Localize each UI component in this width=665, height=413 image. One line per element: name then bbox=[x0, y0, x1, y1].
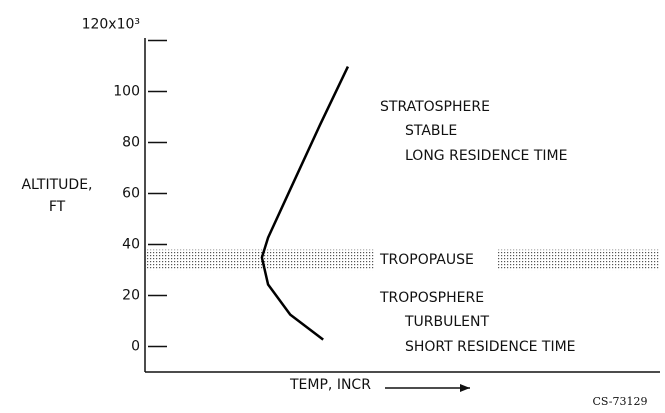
annotation: TROPOSPHERE bbox=[379, 290, 484, 306]
annotation: SHORT RESIDENCE TIME bbox=[405, 339, 576, 355]
y-tick-label: 80 bbox=[122, 135, 140, 151]
x-arrow-head bbox=[460, 384, 470, 392]
annotation: STRATOSPHERE bbox=[380, 99, 490, 115]
tropopause-band bbox=[497, 249, 660, 271]
y-axis-label: ALTITUDE, bbox=[21, 177, 92, 193]
x-axis-label: TEMP, INCR bbox=[289, 377, 371, 393]
y-tick-label: 120x10³ bbox=[82, 17, 140, 33]
temperature-curve bbox=[260, 66, 350, 341]
y-tick-label: 40 bbox=[122, 237, 140, 253]
annotation: LONG RESIDENCE TIME bbox=[405, 148, 567, 164]
y-tick-label: 20 bbox=[122, 288, 140, 304]
figure-id: CS-73129 bbox=[592, 395, 647, 408]
annotation: TURBULENT bbox=[404, 314, 489, 330]
y-tick-label: 60 bbox=[122, 186, 140, 202]
y-axis-label: FT bbox=[49, 199, 66, 215]
tropopause-band bbox=[145, 249, 375, 271]
annotation: STABLE bbox=[405, 123, 457, 139]
y-tick-label: 0 bbox=[131, 339, 140, 355]
band-label: TROPOPAUSE bbox=[379, 252, 474, 268]
y-tick-label: 100 bbox=[113, 84, 140, 100]
